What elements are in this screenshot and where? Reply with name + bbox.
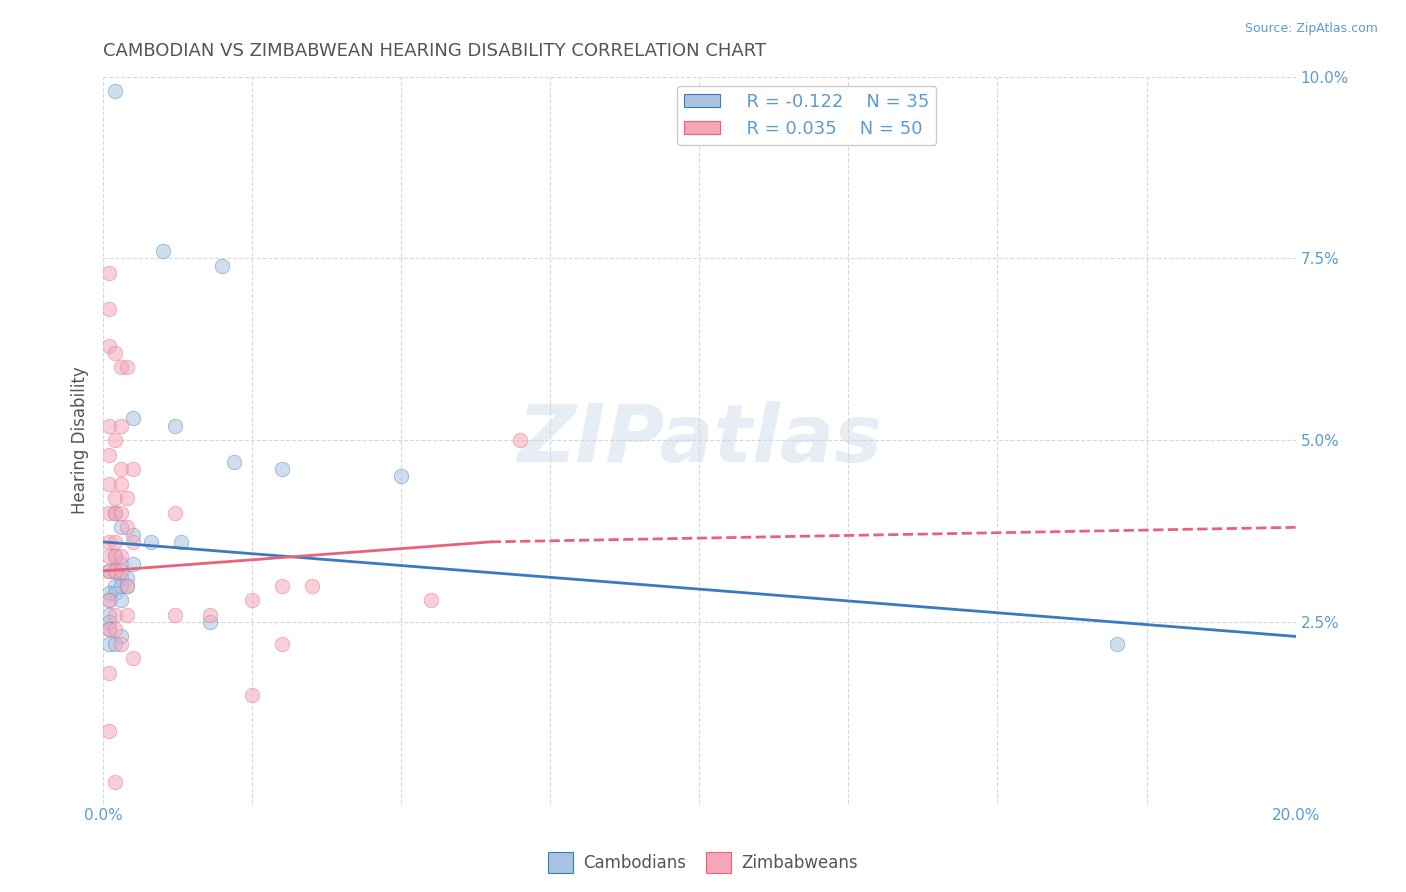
Point [420,593,443,607]
Point [115,571,138,585]
Point [98,723,121,738]
Point [110,462,132,476]
Point [98,302,121,317]
Point [104,491,127,506]
Point [115,578,138,592]
Point [122,462,145,476]
Point [104,549,127,564]
Point [122,411,145,425]
Point [98,593,121,607]
Point [224,455,246,469]
Text: Source: ZipAtlas.com: Source: ZipAtlas.com [1244,22,1378,36]
Point [104,564,127,578]
Point [110,549,132,564]
Point [98,448,121,462]
Point [110,637,132,651]
Point [104,506,127,520]
Point [98,476,121,491]
Point [169,534,191,549]
Point [98,615,121,629]
Point [122,557,145,571]
Point [98,622,121,636]
Point [122,651,145,665]
Point [110,629,132,643]
Point [98,534,121,549]
Point [152,244,174,258]
Point [110,520,132,534]
Point [104,506,127,520]
Point [104,534,127,549]
Point [98,637,121,651]
Point [163,506,186,520]
Point [98,665,121,680]
Point [98,564,121,578]
Point [104,346,127,360]
Point [98,338,121,352]
Point [110,564,132,578]
Point [98,586,121,600]
Text: CAMBODIAN VS ZIMBABWEAN HEARING DISABILITY CORRELATION CHART: CAMBODIAN VS ZIMBABWEAN HEARING DISABILI… [103,42,766,60]
Y-axis label: Hearing Disability: Hearing Disability [72,367,89,514]
Point [104,549,127,564]
Point [240,688,263,702]
Point [104,774,127,789]
Point [163,607,186,622]
Point [1105,637,1128,651]
Legend:   R = -0.122    N = 35,   R = 0.035    N = 50: R = -0.122 N = 35, R = 0.035 N = 50 [678,86,936,145]
Point [98,418,121,433]
Point [110,571,132,585]
Point [122,527,145,541]
Point [200,607,222,622]
Point [240,593,263,607]
Point [122,534,145,549]
Point [104,607,127,622]
Point [389,469,412,483]
Point [110,593,132,607]
Point [115,607,138,622]
Point [110,360,132,375]
Point [115,360,138,375]
Point [301,578,323,592]
Point [200,615,222,629]
Legend: Cambodians, Zimbabweans: Cambodians, Zimbabweans [541,846,865,880]
Point [271,578,294,592]
Point [104,84,127,98]
Point [163,418,186,433]
Point [98,607,121,622]
Point [115,578,138,592]
Point [110,418,132,433]
Point [115,520,138,534]
Point [104,564,127,578]
Point [271,637,294,651]
Point [271,462,294,476]
Point [139,534,162,549]
Point [104,578,127,592]
Point [98,506,121,520]
Point [98,564,121,578]
Point [110,557,132,571]
Point [98,593,121,607]
Point [104,586,127,600]
Point [98,622,121,636]
Point [110,578,132,592]
Point [211,259,233,273]
Point [104,637,127,651]
Point [104,622,127,636]
Point [104,433,127,447]
Point [98,266,121,280]
Point [110,476,132,491]
Point [98,549,121,564]
Text: ZIPatlas: ZIPatlas [517,401,882,479]
Point [509,433,531,447]
Point [115,491,138,506]
Point [110,506,132,520]
